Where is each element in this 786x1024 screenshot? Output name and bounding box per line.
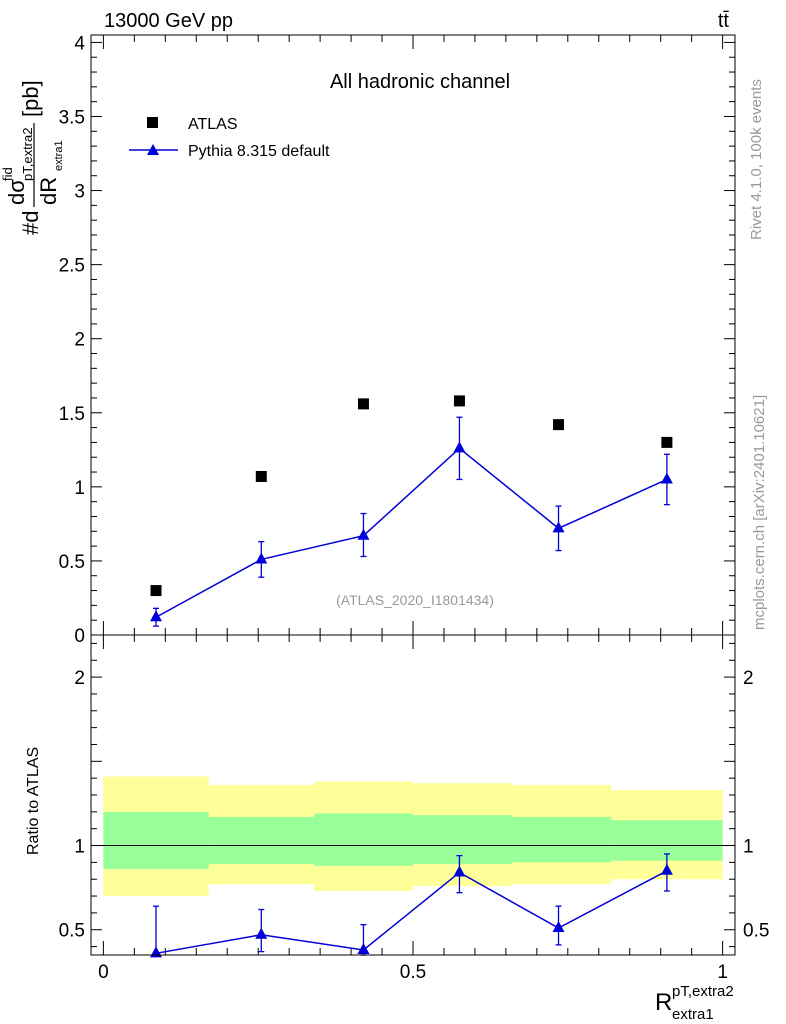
x-tick-label: 1 [717, 962, 728, 983]
ratio-band-inner [413, 815, 513, 865]
ratio-point [255, 927, 268, 939]
chart-title: All hadronic channel [330, 71, 510, 93]
y-tick-label: 0 [74, 626, 85, 647]
y-axis-label-den-sub: extra1 [53, 140, 65, 171]
x-axis-label: R pT,extra2 extra1 [655, 983, 734, 1023]
legend-atlas-label: ATLAS [188, 116, 238, 133]
ratio-point [552, 921, 565, 933]
legend: ATLAS Pythia 8.315 default [129, 116, 330, 160]
process-label: 13000 GeV pp [104, 10, 233, 32]
y-tick-label: 4 [74, 33, 85, 54]
ratio-y-tick-label: 2 [74, 668, 85, 689]
ratio-data-layer [150, 853, 673, 958]
y-axis-label-denominator: dR [36, 177, 61, 205]
ratio-y-tick-label-right: 2 [743, 668, 754, 689]
ratio-y-tick-label-right: 1 [743, 837, 754, 858]
y-tick-label: 3 [74, 182, 85, 203]
site-label: mcplots.cern.ch [arXiv:2401.10621] [751, 395, 768, 630]
main-data-layer [150, 395, 673, 627]
ratio-y-tick-label-right: 0.5 [743, 921, 769, 942]
pythia-point [453, 441, 466, 453]
ratio-band-inner [208, 816, 314, 865]
y-axis-label-num-sup: fid [0, 167, 15, 181]
legend-atlas-marker [147, 117, 158, 128]
ratio-point [660, 863, 673, 875]
y-tick-label: 1 [74, 478, 85, 499]
y-axis-label-unit: [pb] [18, 80, 43, 117]
pythia-point [255, 552, 268, 564]
atlas-point [150, 585, 162, 597]
ratio-line [155, 870, 668, 955]
x-tick-label: 0 [98, 962, 109, 983]
x-axis-label-sup: pT,extra2 [672, 983, 734, 1000]
atlas-point [453, 395, 465, 407]
ratio-band-inner [512, 816, 612, 863]
ratio-panel-frame [90, 634, 736, 956]
y-axis-label-num-sub: pT,extra2 [20, 128, 35, 181]
atlas-point [357, 398, 369, 410]
x-axis-label-sub: extra1 [672, 1006, 714, 1023]
legend-pythia-marker [147, 144, 159, 155]
ratio-axis-ticks: 0 0.5 1 0.5 0.5 1 1 2 2 [59, 635, 769, 983]
y-axis-label-numerator: dσ [4, 179, 29, 205]
analysis-label: (ATLAS_2020_I1801434) [336, 592, 494, 608]
ratio-y-label: Ratio to ATLAS [25, 747, 42, 855]
ratio-band-inner [103, 811, 209, 870]
y-tick-label: 3.5 [59, 107, 85, 128]
ratio-bands [103, 776, 723, 897]
ratio-y-tick-label: 1 [74, 837, 85, 858]
legend-pythia-label: Pythia 8.315 default [188, 143, 330, 160]
pythia-point [552, 521, 565, 533]
main-axis-ticks: 0 0.5 1 1.5 2 2.5 3 3.5 4 [59, 33, 735, 647]
pythia-point [660, 472, 673, 484]
ratio-point [453, 865, 466, 877]
y-tick-label: 2.5 [59, 256, 85, 277]
pythia-line [155, 447, 668, 618]
rivet-label: Rivet 4.1.0, 100k events [748, 79, 765, 240]
y-tick-label: 0.5 [59, 552, 85, 573]
y-tick-label: 1.5 [59, 404, 85, 425]
atlas-point [255, 470, 267, 482]
ratio-y-tick-label: 0.5 [59, 921, 85, 942]
ratio-band-inner [313, 813, 413, 866]
ratio-point [357, 942, 370, 954]
y-tick-label: 2 [74, 330, 85, 351]
atlas-point [553, 419, 565, 431]
y-axis-label: #d dσ fid pT,extra2 dR extra1 [pb] [0, 80, 65, 235]
channel-label: tt̄ [718, 10, 730, 32]
y-axis-label-hash: #d [18, 211, 43, 235]
pythia-point [150, 610, 163, 622]
x-tick-label: 0.5 [400, 962, 426, 983]
x-axis-label-base: R [655, 989, 672, 1016]
pythia-point [357, 528, 370, 540]
atlas-point [661, 436, 673, 448]
